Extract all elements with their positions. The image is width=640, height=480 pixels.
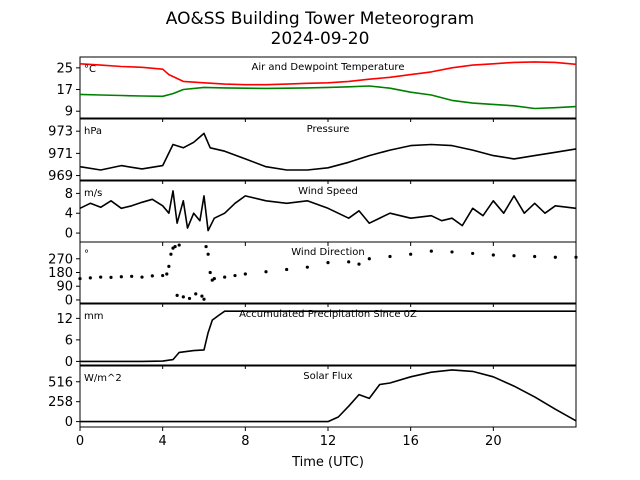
panel-unit: hPa: [84, 126, 102, 137]
series-line-2: [79, 85, 577, 110]
y-tick-label: 973: [48, 125, 73, 140]
panel-title: Pressure: [307, 124, 350, 135]
data-point: [187, 296, 192, 301]
data-point: [150, 274, 154, 278]
panel-unit: °: [84, 249, 89, 260]
y-tick-label: 180: [48, 266, 73, 281]
panel-2: 969 971 973 Pressure hPa: [48, 118, 577, 184]
data-point: [574, 255, 578, 259]
x-tick-label: 12: [320, 434, 337, 449]
data-point: [200, 294, 204, 298]
series-line-1: [80, 310, 576, 363]
data-point: [167, 264, 171, 268]
data-point: [130, 274, 134, 278]
y-tick-label: 4: [65, 207, 73, 222]
data-point: [175, 293, 179, 297]
y-tick-label: 25: [56, 61, 73, 76]
y-tick-label: 0: [65, 355, 73, 370]
data-point: [169, 252, 173, 256]
panel-3: 0 4 8 Wind Speed m/s: [65, 180, 577, 246]
data-point: [264, 270, 268, 274]
panel-title: Solar Flux: [303, 371, 353, 382]
data-point: [409, 252, 413, 256]
data-point: [88, 276, 92, 280]
data-point: [140, 275, 144, 279]
data-point: [165, 272, 169, 276]
data-point: [177, 243, 181, 247]
panel-1: 9 17 25 Air and Dewpoint Temperature °C: [56, 56, 577, 122]
panel-unit: m/s: [84, 188, 102, 199]
data-point: [429, 249, 433, 253]
y-tick-label: 516: [48, 375, 73, 390]
panel-title: Wind Speed: [298, 186, 358, 197]
x-tick-label: 8: [241, 434, 249, 449]
data-point: [161, 273, 165, 278]
data-point: [285, 267, 289, 272]
data-point: [99, 275, 103, 279]
panel-6: 0 258 516 Solar Flux W/m^2: [48, 365, 577, 431]
y-tick-label: 270: [48, 252, 73, 267]
x-tick-label: 16: [402, 434, 419, 449]
x-tick-label: 20: [485, 434, 502, 449]
data-point: [491, 253, 495, 257]
y-tick-label: 0: [65, 293, 73, 308]
x-tick-label: 4: [159, 434, 167, 449]
series-line-1: [80, 369, 577, 423]
x-axis-label: Time (UTC): [291, 455, 364, 470]
data-point: [223, 275, 227, 279]
data-point: [450, 250, 454, 254]
panel-unit: °C: [84, 64, 96, 75]
series-line-1: [79, 190, 577, 232]
panel-title: Air and Dewpoint Temperature: [252, 62, 405, 73]
x-tick-label: 0: [76, 434, 84, 449]
data-point: [208, 270, 212, 275]
data-point: [512, 254, 516, 258]
y-tick-label: 8: [65, 187, 73, 202]
data-point: [357, 262, 361, 266]
y-tick-label: 90: [56, 280, 73, 295]
data-point: [194, 292, 198, 296]
data-point: [212, 277, 216, 281]
panel-5: 0 6 12 Accumulated Precipitation Since 0Z mm: [56, 303, 577, 370]
y-tick-label: 0: [65, 227, 73, 242]
data-point: [109, 275, 113, 279]
data-point: [347, 260, 351, 264]
data-point: [233, 273, 237, 278]
data-point: [204, 244, 208, 249]
figure-subtitle-date: 2024-09-20: [271, 29, 370, 49]
panels: 9 17 25 Air and Dewpoint Temperature °C 969 97…: [48, 56, 578, 431]
series-line-1: [79, 132, 577, 171]
y-tick-label: 969: [48, 169, 73, 184]
data-point: [533, 254, 537, 259]
data-point: [305, 265, 309, 269]
panel-title: Accumulated Precipitation Since 0Z: [239, 309, 417, 320]
data-point: [388, 254, 392, 259]
data-point: [206, 252, 210, 256]
data-point: [202, 297, 206, 301]
y-tick-label: 0: [65, 415, 73, 430]
panel-title: Wind Direction: [291, 247, 365, 258]
data-point: [553, 255, 557, 259]
data-point: [243, 272, 247, 276]
panel-unit: mm: [84, 311, 103, 322]
data-point: [78, 277, 82, 281]
y-tick-label: 6: [65, 333, 73, 348]
x-axis: 0 4 8 12 16 20: [76, 434, 502, 449]
y-tick-label: 258: [48, 395, 73, 410]
data-point: [181, 295, 185, 299]
y-tick-label: 9: [65, 105, 73, 120]
data-point: [326, 260, 330, 265]
series-line-1: [79, 61, 577, 86]
y-tick-label: 12: [56, 312, 73, 327]
data-point: [119, 275, 123, 279]
figure-title: AO&SS Building Tower Meteorogram: [166, 9, 474, 29]
y-tick-label: 971: [48, 147, 73, 162]
data-point: [367, 257, 371, 261]
data-point: [173, 244, 177, 249]
y-tick-label: 17: [56, 83, 73, 98]
panel-unit: W/m^2: [84, 373, 122, 384]
data-point: [471, 251, 475, 256]
